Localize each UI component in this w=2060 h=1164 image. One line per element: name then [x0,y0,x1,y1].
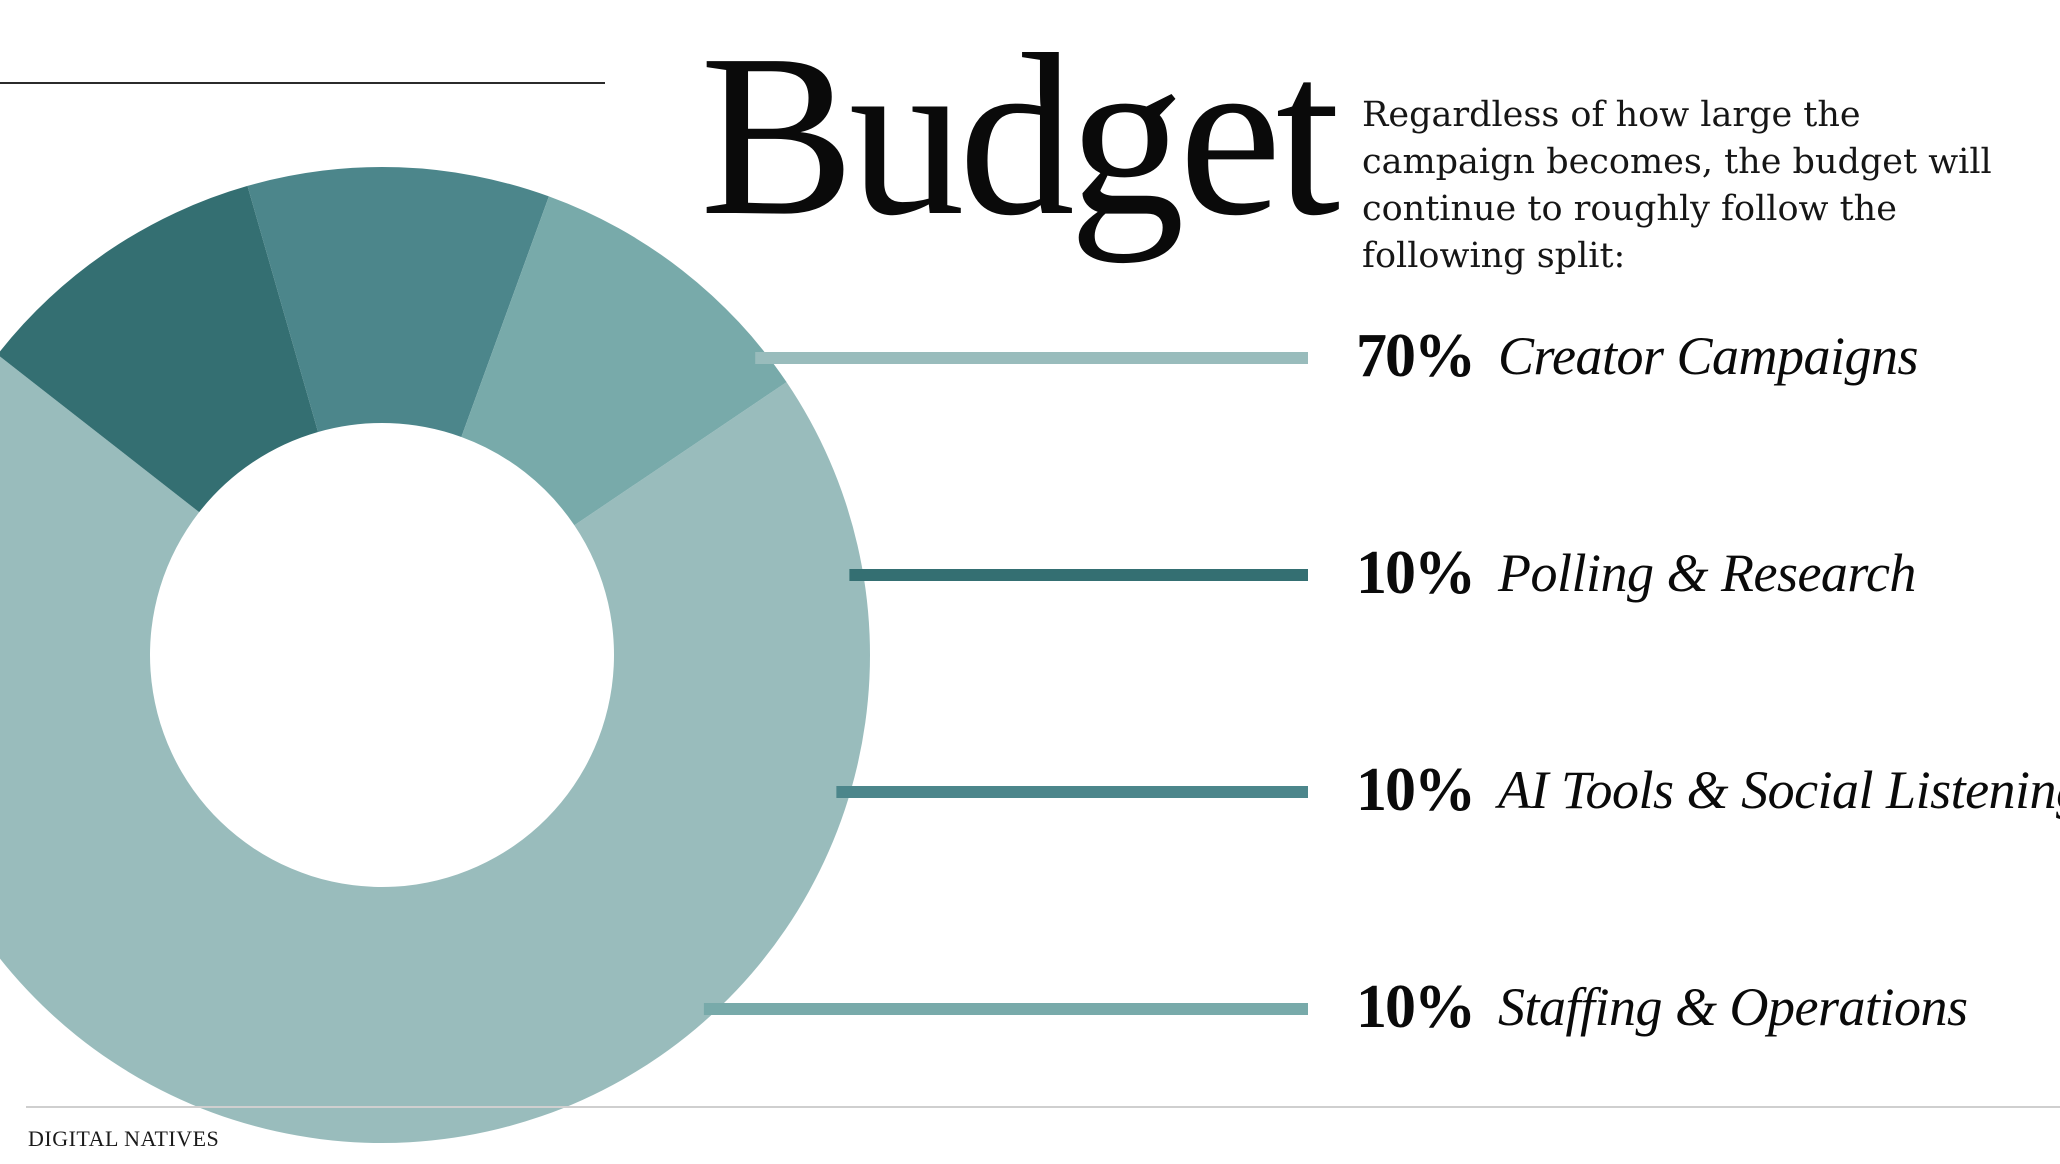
intro-text: Regardless of how large the campaign bec… [1362,95,1992,276]
top-divider [0,82,605,84]
donut-slice [0,185,319,513]
legend-percent: 10% [1356,972,1476,1041]
legend-row: 10% Staffing & Operations [1356,967,1968,1047]
legend-category: AI Tools & Social Listening [1498,760,2060,820]
legend-row: 70% Creator Campaigns [1356,316,1919,396]
legend-percent: 10% [1356,755,1476,824]
legend-percent: 10% [1356,538,1476,607]
legend-category: Creator Campaigns [1498,326,1919,386]
footer-brand: DIGITAL NATIVES [28,1126,220,1151]
page-title: Budget [700,7,1340,264]
donut-slice [0,356,870,1143]
legend-row: 10% AI Tools & Social Listening [1356,750,2060,830]
donut-slice [247,167,549,437]
footer-divider [26,1106,2060,1108]
legend-row: 10% Polling & Research [1356,533,1916,613]
legend-percent: 70% [1356,321,1476,390]
legend-category: Polling & Research [1498,543,1916,603]
legend-category: Staffing & Operations [1498,977,1968,1037]
donut-slice [461,196,787,526]
